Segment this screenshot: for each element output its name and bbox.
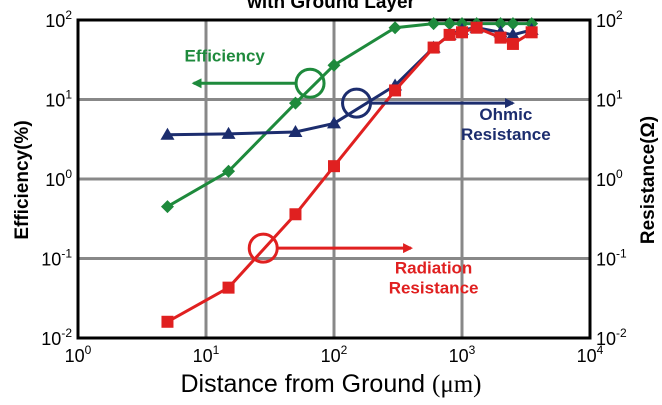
- x-tick-label: 101: [193, 343, 220, 366]
- data-point-diamond: [427, 17, 441, 31]
- data-point-square: [456, 26, 468, 39]
- annotation-label: Radiation: [395, 258, 472, 277]
- data-point-square: [506, 37, 519, 50]
- data-point-diamond: [494, 17, 508, 31]
- data-point-triangle: [288, 125, 303, 138]
- annotation-label: Efficiency: [185, 47, 266, 66]
- x-tick-label: 102: [321, 343, 348, 366]
- data-point-triangle: [327, 116, 341, 129]
- x-tick-label: 103: [449, 343, 476, 366]
- data-point-square: [161, 315, 174, 328]
- data-point-square: [328, 160, 340, 173]
- data-point-square: [222, 281, 235, 294]
- x-axis-label-unit: (μm): [432, 371, 482, 398]
- x-axis-label: Distance from Ground (μm): [181, 370, 482, 398]
- data-point-diamond: [443, 17, 457, 31]
- data-point-square: [443, 28, 456, 41]
- y-tick-label-left: 10-1: [41, 247, 72, 270]
- data-point-diamond: [327, 58, 341, 72]
- annotation-circle: [294, 67, 326, 99]
- data-point-diamond: [222, 164, 236, 178]
- y-tick-label-right: 101: [596, 88, 623, 111]
- annotation-label: Ohmic: [479, 105, 532, 124]
- data-point-triangle: [221, 126, 236, 139]
- y-tick-label-right: 10-1: [596, 247, 627, 270]
- y-tick-label-right: 102: [596, 8, 623, 31]
- annotation-label: Resistance: [389, 278, 479, 297]
- series-layer: [160, 17, 539, 328]
- plot-border: [76, 18, 592, 340]
- data-point-triangle: [505, 27, 520, 40]
- x-tick-label: 104: [577, 343, 604, 366]
- data-point-triangle: [160, 127, 175, 140]
- y-axis-left-label: Efficiency(%): [12, 120, 33, 239]
- x-axis-label-text: Distance from Ground: [181, 370, 433, 398]
- data-point-diamond: [160, 200, 174, 214]
- chart-title: with Ground Layer: [246, 0, 415, 13]
- data-point-square: [389, 84, 402, 97]
- y-tick-label-left: 10-2: [41, 326, 72, 349]
- y-tick-label-right: 10-2: [596, 326, 627, 349]
- annotations: EfficiencyOhmicResistanceRadiationResist…: [185, 47, 551, 298]
- data-point-square: [427, 41, 440, 54]
- data-point-diamond: [506, 17, 520, 31]
- data-point-square: [525, 26, 538, 39]
- y-tick-label-left: 102: [45, 8, 72, 31]
- y-tick-label-right: 100: [596, 167, 623, 190]
- y-axis-right-label: Resistance(Ω): [638, 116, 659, 244]
- data-point-square: [470, 21, 483, 34]
- data-point-diamond: [288, 96, 302, 110]
- data-point-diamond: [388, 21, 402, 35]
- x-tick-label: 100: [65, 343, 92, 366]
- grid: [78, 20, 590, 338]
- plot-frame: [76, 18, 592, 340]
- y-tick-label-left: 100: [45, 167, 72, 190]
- series-line-1: [167, 26, 533, 137]
- annotation-label: Resistance: [461, 125, 551, 144]
- y-tick-label-left: 101: [45, 88, 72, 111]
- data-point-square: [289, 208, 302, 221]
- data-point-square: [494, 31, 507, 44]
